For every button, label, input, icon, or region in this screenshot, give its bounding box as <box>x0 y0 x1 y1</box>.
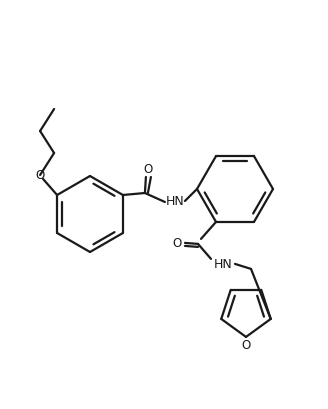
Text: HN: HN <box>214 258 232 271</box>
Text: O: O <box>35 169 45 182</box>
Text: HN: HN <box>166 195 184 208</box>
Text: O: O <box>241 339 251 352</box>
Text: O: O <box>173 237 182 250</box>
Text: O: O <box>143 163 153 176</box>
